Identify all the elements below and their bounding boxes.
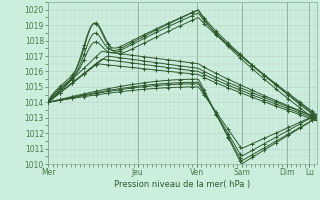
X-axis label: Pression niveau de la mer( hPa ): Pression niveau de la mer( hPa ) (114, 180, 251, 189)
